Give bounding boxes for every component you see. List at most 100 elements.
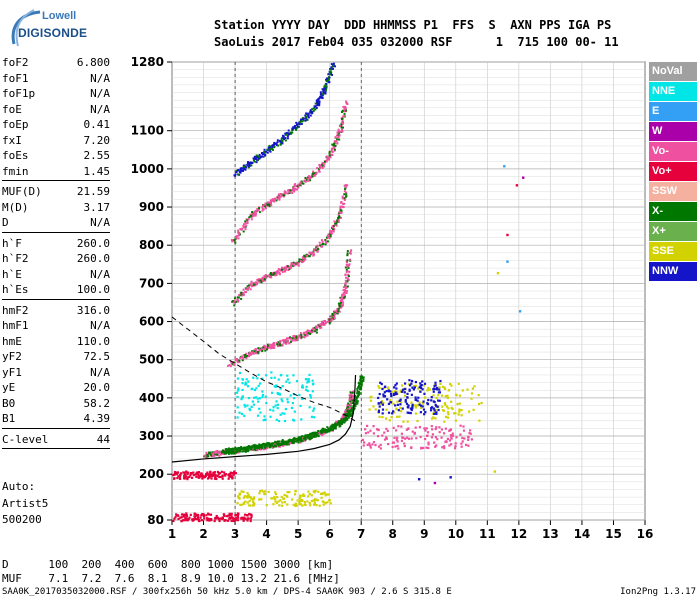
trace-point xyxy=(273,272,276,275)
echo-point xyxy=(186,476,189,479)
trace-point xyxy=(252,283,255,286)
echo-point xyxy=(273,495,276,499)
echo-point xyxy=(307,490,310,493)
echo-point xyxy=(285,380,288,383)
trace-point xyxy=(204,455,207,458)
echo-point xyxy=(233,517,236,520)
echo-point xyxy=(419,404,423,407)
trace-point xyxy=(333,142,336,145)
trace-point xyxy=(308,175,311,178)
trace-point xyxy=(245,448,248,451)
trace-point xyxy=(265,348,268,351)
trace-point xyxy=(327,158,330,161)
isolated-echo xyxy=(433,481,437,485)
echo-point xyxy=(180,519,183,523)
echo-point xyxy=(462,425,465,428)
echo-point xyxy=(421,388,424,391)
trace-point xyxy=(305,112,308,115)
trace-point xyxy=(328,154,331,157)
trace-point xyxy=(278,342,281,345)
echo-point xyxy=(178,475,182,478)
echo-point xyxy=(197,471,200,474)
trace-point xyxy=(303,437,306,440)
trace-point xyxy=(347,405,350,408)
echo-point xyxy=(237,516,240,519)
echo-point xyxy=(408,411,411,414)
trace-point xyxy=(312,107,315,110)
trace-point xyxy=(296,126,299,129)
trace-point xyxy=(265,444,268,447)
param-label: hmF2 xyxy=(2,303,29,317)
trace-point xyxy=(358,392,361,395)
echo-point xyxy=(426,402,430,406)
trace-point xyxy=(257,280,260,283)
trace-point xyxy=(352,394,355,397)
echo-point xyxy=(326,501,329,504)
trace-point xyxy=(329,429,332,432)
echo-point xyxy=(315,498,318,501)
param-value: N/A xyxy=(90,87,110,100)
echo-point xyxy=(394,393,397,396)
trace-point xyxy=(359,375,362,378)
echo-point xyxy=(294,490,297,493)
echo-point xyxy=(177,475,180,478)
echo-point xyxy=(454,445,457,448)
trace-point xyxy=(315,331,318,334)
trace-point xyxy=(239,228,242,231)
param-label: foE xyxy=(2,102,22,116)
echo-point xyxy=(434,445,437,448)
echo-point xyxy=(286,503,289,506)
echo-point xyxy=(454,412,457,415)
trace-point xyxy=(266,148,269,151)
param-row: foEs 2.55 xyxy=(2,148,110,164)
trace-point xyxy=(247,166,250,169)
trace-point xyxy=(236,296,239,299)
echo-point xyxy=(222,513,225,516)
trace-point xyxy=(314,247,317,250)
echo-point xyxy=(216,516,219,520)
echo-point xyxy=(206,477,210,480)
trace-point xyxy=(335,221,338,224)
echo-point xyxy=(192,471,195,474)
trace-point xyxy=(346,254,349,257)
logo-text-top: Lowell xyxy=(42,10,77,22)
trace-point xyxy=(328,427,331,430)
trace-point xyxy=(233,304,236,307)
trace-point xyxy=(293,336,296,339)
trace-point xyxy=(314,433,317,436)
trace-point xyxy=(341,303,344,306)
echo-point xyxy=(396,390,399,394)
param-label: hmE xyxy=(2,334,22,348)
trace-point xyxy=(323,432,326,435)
trace-point xyxy=(233,449,236,452)
echo-point xyxy=(270,497,273,500)
trace-point xyxy=(326,426,329,429)
trace-point xyxy=(346,261,349,264)
echo-point xyxy=(237,387,240,390)
trace-point xyxy=(316,244,319,247)
echo-point xyxy=(404,437,407,440)
trace-point xyxy=(257,159,260,162)
trace-point xyxy=(340,111,343,114)
trace-point xyxy=(338,124,341,127)
trace-point xyxy=(237,169,240,172)
trace-point xyxy=(253,210,256,213)
echo-point xyxy=(438,426,441,429)
trace-point xyxy=(252,352,255,355)
trace-point xyxy=(341,195,344,198)
trace-point xyxy=(348,411,351,414)
echo-point xyxy=(382,401,385,405)
trace-point xyxy=(272,198,275,201)
echo-point xyxy=(414,426,417,429)
trace-point xyxy=(319,326,322,329)
trace-point xyxy=(358,381,361,384)
echo-point xyxy=(400,390,404,393)
trace-point xyxy=(309,109,312,112)
echo-point xyxy=(458,394,462,397)
trace-point xyxy=(318,431,321,434)
trace-point xyxy=(297,336,300,339)
trace-point xyxy=(340,200,343,203)
echo-point xyxy=(275,501,279,504)
trace-point xyxy=(336,312,339,315)
trace-point xyxy=(348,397,351,400)
